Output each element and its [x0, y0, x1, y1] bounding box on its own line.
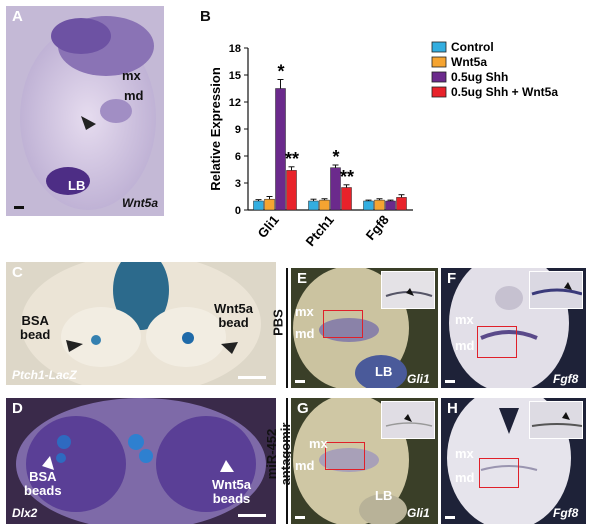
y-axis-label: Relative Expression: [208, 67, 223, 191]
panel-a: A mx md LB Wnt5a: [6, 6, 164, 216]
gene-label: Wnt5a: [122, 196, 158, 210]
y-tick-label: 6: [235, 151, 241, 163]
roi-box: [325, 442, 365, 470]
y-tick-label: 18: [229, 43, 241, 55]
bar: [341, 187, 352, 211]
inset: [381, 401, 435, 439]
panel-letter: E: [297, 270, 308, 287]
bar: [253, 200, 264, 211]
roi-box: [477, 326, 517, 358]
panel-letter: F: [447, 270, 457, 287]
legend-label: Wnt5a: [451, 55, 487, 69]
bar: [363, 200, 374, 211]
scale-bar: [445, 516, 455, 519]
legend-swatch: [431, 41, 447, 53]
wnt5a-bead-label: Wnt5a bead: [214, 301, 253, 330]
scale-bar: [14, 206, 24, 209]
gene-label: Fgf8: [553, 506, 579, 520]
panel-h: H mx md Fgf8: [441, 398, 586, 524]
bar: [264, 198, 275, 211]
panel-d: D BSA beads Wnt5a beads Dlx2: [6, 398, 276, 524]
significance-mark: *: [332, 147, 339, 167]
row-label-pbs: PBS: [270, 309, 286, 336]
bar: [308, 200, 319, 211]
panel-letter: H: [447, 400, 458, 417]
legend-label: Control: [451, 40, 494, 54]
label-lb: LB: [375, 364, 393, 379]
panel-g: G mx md LB Gli1: [291, 398, 438, 524]
significance-mark: **: [340, 167, 354, 187]
scale-bar: [295, 516, 305, 519]
panel-letter: G: [297, 400, 309, 417]
label-mx: mx: [309, 436, 328, 451]
y-tick-label: 3: [235, 178, 241, 190]
panel-e: E mx md LB Gli1: [291, 268, 438, 388]
inset: [381, 271, 435, 309]
bar: [374, 199, 385, 211]
legend-label: 0.5ug Shh + Wnt5a: [451, 85, 558, 99]
panel-letter: A: [12, 8, 23, 25]
bsa-beads-label: BSA beads: [24, 469, 62, 498]
panel-c: C BSA bead Wnt5a bead Ptch1-LacZ: [6, 262, 276, 385]
bar: [385, 200, 396, 211]
gene-label: Fgf8: [553, 372, 579, 386]
label-mx: mx: [455, 446, 474, 461]
label-mx: mx: [455, 312, 474, 327]
label-mx: mx: [295, 304, 314, 319]
label-md: md: [124, 88, 144, 103]
scale-bar: [295, 380, 305, 383]
inset: [529, 271, 583, 309]
panel-letter: D: [12, 400, 23, 417]
significance-mark: **: [285, 149, 299, 169]
panel-d-image: [6, 398, 276, 524]
legend-label: 0.5ug Shh: [451, 70, 508, 84]
x-tick-label: Fgf8: [363, 212, 392, 243]
panel-c-image: [6, 262, 276, 385]
divider-pbs: [286, 268, 288, 388]
scale-bar: [238, 376, 266, 379]
bsa-bead-label: BSA bead: [20, 313, 51, 342]
label-md: md: [455, 470, 475, 485]
gene-label: Ptch1-LacZ: [12, 368, 77, 382]
gene-label: Dlx2: [12, 506, 38, 520]
y-tick-label: 12: [229, 97, 241, 109]
scale-bar: [238, 514, 266, 517]
gene-label: Gli1: [407, 506, 430, 520]
panel-a-image: [6, 6, 164, 216]
wnt5a-beads-label: Wnt5a beads: [212, 477, 251, 506]
significance-mark: *: [277, 62, 284, 82]
legend-swatch: [431, 71, 447, 83]
bar: [396, 197, 407, 211]
label-mx: mx: [122, 68, 141, 83]
bar: [319, 199, 330, 211]
bar: [286, 170, 297, 211]
y-tick-label: 9: [235, 124, 241, 136]
scale-bar: [445, 380, 455, 383]
legend-swatch: [431, 86, 447, 98]
gene-label: Gli1: [407, 372, 430, 386]
x-tick-label: Gli1: [255, 212, 282, 240]
divider-antagomir: [286, 398, 288, 524]
roi-box: [323, 310, 363, 338]
label-md: md: [295, 326, 315, 341]
panel-f: F mx md Fgf8: [441, 268, 586, 388]
inset: [529, 401, 583, 439]
label-lb: LB: [68, 178, 86, 193]
y-tick-label: 15: [229, 70, 241, 82]
label-md: md: [295, 458, 315, 473]
panel-letter-b: B: [200, 8, 211, 25]
row-label-antagomir: miR-452 antagomir: [264, 423, 293, 486]
legend-swatch: [431, 56, 447, 68]
y-tick-label: 0: [235, 205, 241, 217]
panel-letter: C: [12, 264, 23, 281]
x-tick-label: Ptch1: [303, 212, 337, 249]
label-lb: LB: [375, 488, 393, 503]
roi-box: [479, 458, 519, 488]
label-md: md: [455, 338, 475, 353]
